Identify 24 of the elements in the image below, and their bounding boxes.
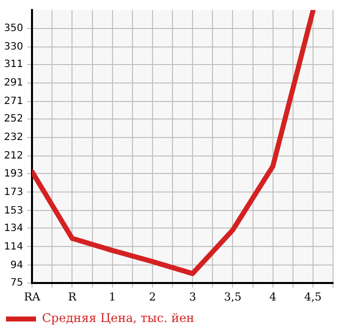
y-tick-label: 173 [4,186,24,198]
y-tick-label: 75 [10,277,24,288]
y-tick-label: 350 [4,23,24,34]
y-tick-label: 330 [4,42,24,53]
y-tick-label: 271 [4,96,24,108]
x-tick-label: 3,5 [224,290,242,304]
y-tick-label: 212 [4,150,24,162]
y-tick-label: 232 [4,132,24,144]
x-tick-label: 3 [189,290,196,304]
x-tick-label: 4,5 [304,290,322,304]
x-tick-label: 4 [269,290,276,304]
y-tick-label: 291 [4,78,24,89]
y-tick-label: 193 [4,168,24,180]
y-tick-label: 252 [4,114,24,125]
y-tick-label: 134 [4,222,24,234]
y-tick-label: 114 [4,241,24,252]
y-tick-label: 94 [10,260,24,271]
y-tick-label: 153 [4,205,24,216]
x-tick-label: 2 [148,290,156,304]
y-tick-label: 311 [4,59,24,70]
x-tick-label: 1 [108,290,116,304]
x-tick-label: RA [24,290,42,304]
legend-label: Средняя Цена, тыс. йен [42,311,194,326]
x-tick-label: R [68,290,78,304]
